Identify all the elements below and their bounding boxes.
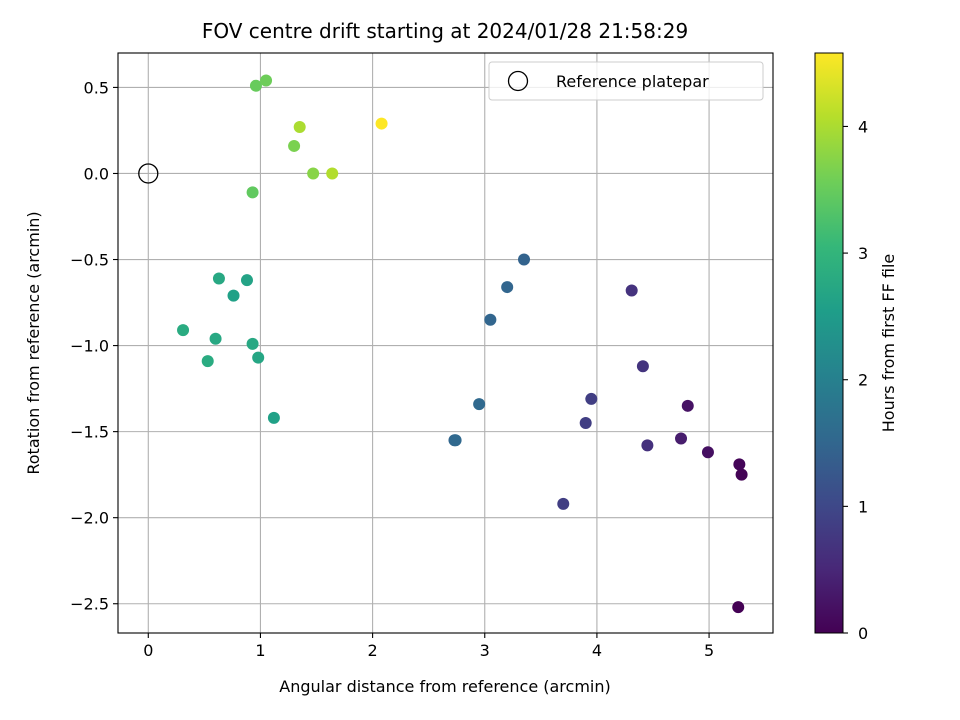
chart-title: FOV centre drift starting at 2024/01/28 … <box>202 19 688 43</box>
colorbar-gradient <box>814 52 844 634</box>
colorbar-label: Hours from first FF file <box>879 254 898 433</box>
data-point <box>375 117 388 130</box>
data-point <box>701 446 714 459</box>
data-point <box>246 186 259 199</box>
data-point <box>473 398 486 411</box>
x-tick-label: 1 <box>255 641 265 660</box>
data-point <box>209 332 222 345</box>
y-tick-label: 0.5 <box>84 78 109 97</box>
x-tick-label: 4 <box>592 641 602 660</box>
y-tick-label: 0.0 <box>84 164 109 183</box>
data-point <box>240 274 253 287</box>
colorbar-tick-label: 3 <box>858 244 868 263</box>
legend-marker-reference <box>507 70 529 92</box>
data-point <box>293 121 306 134</box>
x-axis-ticks: 0 1 2 3 4 5 <box>143 633 714 660</box>
data-point <box>212 272 225 285</box>
y-tick-label: −1.5 <box>70 423 109 442</box>
colorbar-ticks: 0 1 2 3 4 <box>843 117 868 643</box>
data-point <box>518 253 531 266</box>
data-point <box>641 439 654 452</box>
data-point <box>732 601 745 614</box>
data-point <box>449 434 462 447</box>
grid-lines <box>118 53 773 633</box>
colorbar-tick-label: 2 <box>858 371 868 390</box>
data-point <box>557 497 570 510</box>
data-point <box>681 399 694 412</box>
data-point <box>288 139 301 152</box>
data-point <box>579 417 592 430</box>
data-point <box>675 432 688 445</box>
data-point <box>733 458 746 471</box>
colorbar-tick-label: 1 <box>858 497 868 516</box>
data-point <box>227 289 240 302</box>
plot-frame <box>117 52 774 634</box>
y-axis-label: Rotation from reference (arcmin) <box>24 211 43 474</box>
reference-platepar-marker <box>138 163 159 184</box>
data-point <box>636 360 649 373</box>
data-point <box>501 281 514 294</box>
x-tick-label: 5 <box>704 641 714 660</box>
data-point <box>260 74 273 87</box>
colorbar-tick-label: 0 <box>858 624 868 643</box>
reference-marker-layer <box>138 163 159 184</box>
x-tick-label: 2 <box>368 641 378 660</box>
data-point <box>585 392 598 405</box>
data-point <box>307 167 320 180</box>
data-point <box>249 79 262 92</box>
data-points <box>177 74 748 614</box>
data-point <box>246 337 259 350</box>
x-tick-label: 3 <box>480 641 490 660</box>
y-tick-label: −0.5 <box>70 251 109 270</box>
y-tick-label: −2.5 <box>70 595 109 614</box>
colorbar: 0 1 2 3 4 Hours from first FF file <box>814 52 898 643</box>
colorbar-tick-label: 4 <box>858 117 868 136</box>
data-point <box>484 313 497 326</box>
data-point <box>201 355 214 368</box>
y-axis-ticks: 0.5 0.0 −0.5 −1.0 −1.5 −2.0 −2.5 <box>70 78 118 614</box>
y-tick-label: −1.0 <box>70 337 109 356</box>
x-tick-label: 0 <box>143 641 153 660</box>
data-point <box>252 351 265 364</box>
legend-box <box>488 61 764 101</box>
y-tick-label: −2.0 <box>70 509 109 528</box>
data-point <box>267 411 280 424</box>
data-point <box>625 284 638 297</box>
data-point <box>177 324 190 337</box>
x-axis-label: Angular distance from reference (arcmin) <box>279 677 610 696</box>
legend-label-reference: Reference platepar <box>556 72 709 91</box>
data-point <box>326 167 339 180</box>
data-point <box>735 468 748 481</box>
legend: Reference platepar <box>488 61 764 101</box>
